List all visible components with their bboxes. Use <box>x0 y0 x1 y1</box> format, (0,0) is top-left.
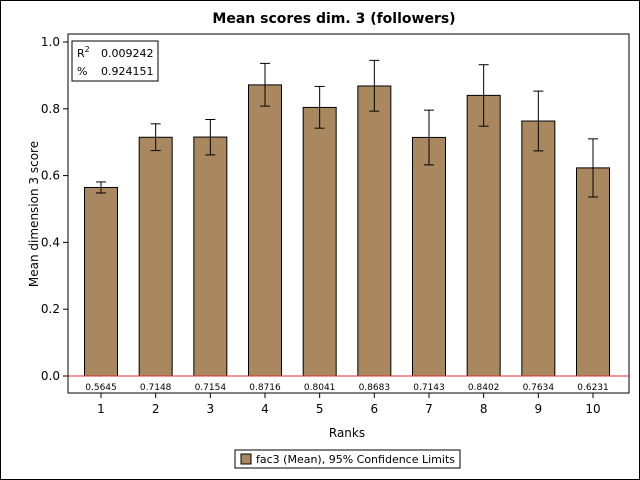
bar-value-label: 0.7154 <box>195 383 227 393</box>
legend: fac3 (Mean), 95% Confidence Limits <box>234 449 461 469</box>
bars: 0.5645 0.7148 0.7154 0.8716 0.8041 0.8683 0.71… <box>84 59 610 393</box>
bar <box>576 167 610 377</box>
y-tick-label: 0.6 <box>41 169 60 183</box>
y-tick-label: 0.8 <box>41 102 60 116</box>
x-tick-label: 2 <box>152 402 160 416</box>
bar <box>248 84 282 377</box>
r2-label: R2 <box>77 45 90 60</box>
legend-swatch <box>240 453 252 465</box>
bar-value-label: 0.7143 <box>413 383 445 393</box>
x-tick-label: 5 <box>316 402 324 416</box>
bar-value-label: 0.6231 <box>577 383 609 393</box>
legend-label: fac3 (Mean), 95% Confidence Limits <box>256 453 455 466</box>
x-tick-label: 1 <box>97 402 105 416</box>
bar <box>193 136 228 377</box>
bar-value-label: 0.7148 <box>140 383 172 393</box>
x-tick-label: 3 <box>207 402 215 416</box>
legend-border <box>234 449 461 469</box>
r2-value: 0.009242 <box>101 47 154 60</box>
x-tick-label: 6 <box>371 402 379 416</box>
bar <box>357 85 392 377</box>
x-axis-label: Ranks <box>329 426 365 440</box>
pct-value: 0.924151 <box>101 65 154 78</box>
bar <box>84 186 118 377</box>
stats-box: R2 0.009242 % 0.924151 <box>71 40 159 82</box>
r2-superscript: 2 <box>85 45 90 54</box>
plot-frame <box>67 33 630 394</box>
plot-area <box>67 33 630 394</box>
r2-letter: R <box>77 47 85 60</box>
bar-value-label: 0.5645 <box>85 383 117 393</box>
y-axis-label: Mean dimension 3 score <box>27 141 41 287</box>
bar <box>521 120 556 377</box>
bar-value-label: 0.8402 <box>468 383 500 393</box>
bar-value-label: 0.7634 <box>523 383 555 393</box>
y-tick-label: 0.4 <box>41 235 60 249</box>
x-tick-label: 10 <box>585 402 600 416</box>
y-tick-label: 0.2 <box>41 302 60 316</box>
chart-title: Mean scores dim. 3 (followers) <box>212 11 455 27</box>
x-tick-label: 9 <box>535 402 543 416</box>
y-tick-label: 0.0 <box>41 369 60 383</box>
bar-value-label: 0.8683 <box>359 383 391 393</box>
x-axis: 1 2 3 4 5 6 7 8 9 10 <box>97 393 601 416</box>
y-axis: 0.0 0.2 0.4 0.6 0.8 1.0 <box>41 35 68 383</box>
x-tick-label: 8 <box>480 402 488 416</box>
bar <box>138 136 173 377</box>
bar <box>302 106 337 377</box>
y-tick-label: 1.0 <box>41 35 60 49</box>
bar <box>412 136 446 377</box>
stats-box-border <box>71 40 159 82</box>
pct-label: % <box>77 65 87 78</box>
bar <box>466 94 501 377</box>
x-tick-label: 7 <box>425 402 433 416</box>
bar-value-label: 0.8041 <box>304 383 336 393</box>
bar-value-label: 0.8716 <box>249 383 281 393</box>
x-tick-label: 4 <box>261 402 269 416</box>
